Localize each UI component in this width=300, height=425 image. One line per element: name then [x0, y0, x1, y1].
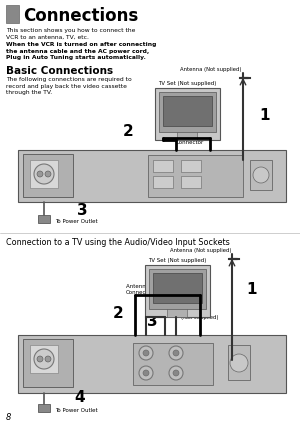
- Text: 2: 2: [112, 306, 123, 321]
- Bar: [228, 345, 250, 380]
- Text: This section shows you how to connect the
VCR to an antenna, TV, etc.: This section shows you how to connect th…: [6, 28, 135, 40]
- Text: Antenna (Not supplied): Antenna (Not supplied): [169, 248, 231, 253]
- Bar: [149, 269, 206, 309]
- Bar: [18, 335, 286, 393]
- Bar: [155, 88, 220, 140]
- Text: 8: 8: [6, 413, 11, 422]
- Text: Antenna (Not supplied): Antenna (Not supplied): [181, 67, 242, 72]
- Text: 3: 3: [147, 314, 157, 329]
- Bar: [38, 215, 50, 223]
- Bar: [145, 265, 210, 317]
- Circle shape: [34, 164, 54, 184]
- Bar: [250, 160, 272, 190]
- Circle shape: [37, 356, 43, 362]
- Circle shape: [45, 356, 51, 362]
- Text: When the VCR is turned on after connecting
the antenna cable and the AC power co: When the VCR is turned on after connecti…: [6, 42, 156, 60]
- Text: Connection to a TV using the Audio/Video Input Sockets: Connection to a TV using the Audio/Video…: [6, 238, 230, 247]
- Bar: [30, 160, 58, 188]
- Bar: [153, 160, 173, 172]
- Bar: [23, 154, 73, 197]
- Circle shape: [173, 350, 179, 356]
- Bar: [23, 339, 73, 387]
- Text: To Power Outlet: To Power Outlet: [55, 408, 98, 413]
- Bar: [30, 345, 58, 373]
- Bar: [177, 132, 197, 140]
- Text: Connections: Connections: [23, 7, 138, 25]
- Text: 1: 1: [260, 108, 270, 122]
- Text: (Not supplied): (Not supplied): [181, 315, 218, 320]
- Bar: [18, 150, 286, 202]
- Text: 4: 4: [75, 389, 85, 405]
- Bar: [163, 96, 212, 126]
- Bar: [38, 404, 50, 412]
- Bar: [153, 176, 173, 188]
- Bar: [6, 5, 19, 23]
- Circle shape: [143, 370, 149, 376]
- Circle shape: [169, 366, 183, 380]
- Text: TV Set (Not supplied): TV Set (Not supplied): [158, 81, 216, 86]
- Circle shape: [139, 346, 153, 360]
- Circle shape: [143, 350, 149, 356]
- Circle shape: [37, 171, 43, 177]
- Text: 1: 1: [247, 283, 257, 297]
- Circle shape: [139, 366, 153, 380]
- Text: 3: 3: [77, 202, 87, 218]
- Text: VIDEO IN: VIDEO IN: [181, 306, 211, 311]
- Text: Antenna Input
Connector: Antenna Input Connector: [176, 134, 215, 145]
- Circle shape: [169, 346, 183, 360]
- Circle shape: [45, 171, 51, 177]
- Bar: [148, 155, 243, 197]
- Text: Antenna Input
Connector: Antenna Input Connector: [126, 284, 165, 295]
- Circle shape: [230, 354, 248, 372]
- Circle shape: [253, 167, 269, 183]
- Circle shape: [173, 370, 179, 376]
- Text: AUDIO IN: AUDIO IN: [148, 306, 178, 311]
- Text: TV Set (Not supplied): TV Set (Not supplied): [148, 258, 206, 263]
- Text: The following connections are required to
record and play back the video cassett: The following connections are required t…: [6, 77, 132, 95]
- Bar: [133, 343, 213, 385]
- Bar: [181, 176, 201, 188]
- Bar: [167, 309, 187, 317]
- Circle shape: [34, 349, 54, 369]
- Text: 2: 2: [123, 124, 134, 139]
- Text: Basic Connections: Basic Connections: [6, 66, 113, 76]
- Bar: [153, 273, 202, 303]
- Bar: [181, 160, 201, 172]
- Text: To Power Outlet: To Power Outlet: [55, 218, 98, 224]
- Bar: [159, 92, 216, 132]
